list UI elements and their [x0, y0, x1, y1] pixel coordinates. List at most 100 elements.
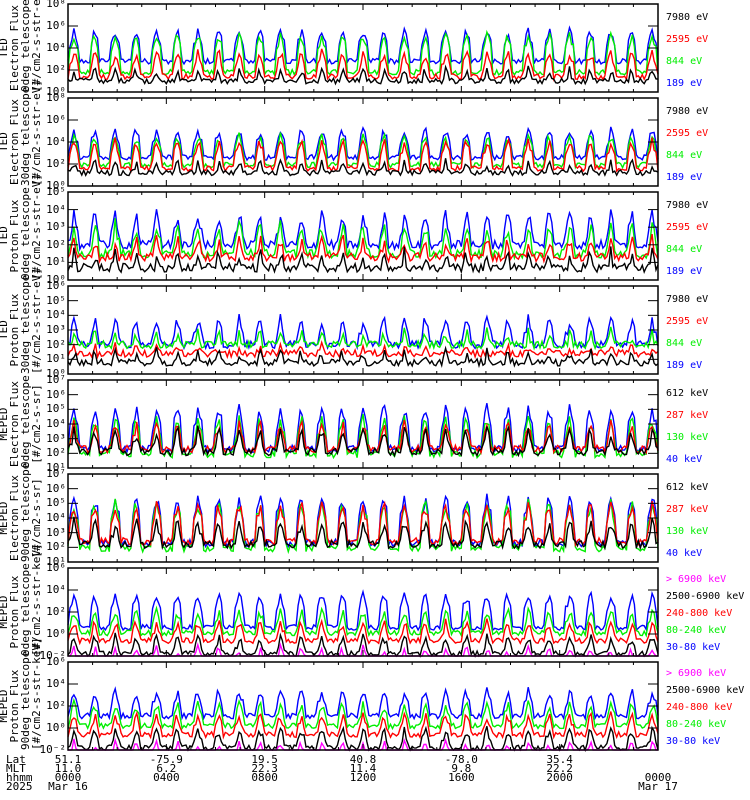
y-tick-label: 10²	[46, 446, 66, 460]
y-tick-label: 10⁵	[46, 496, 66, 510]
y-tick-label: 10⁻²	[39, 649, 67, 662]
y-tick-label: 10⁰	[46, 273, 66, 286]
footer-lat: -75.9	[149, 753, 183, 766]
y-tick-label: 10⁴	[46, 41, 66, 54]
y-tick-label: 10⁸	[46, 91, 66, 104]
legend-entry: 287 keV	[666, 504, 709, 515]
legend-entry: 844 eV	[666, 338, 703, 349]
footer-row-label: 2025	[6, 780, 33, 793]
y-tick-label: 10¹	[46, 352, 66, 366]
legend-entry: > 6900 keV	[666, 668, 727, 679]
panel-1	[67, 3, 659, 93]
legend-entry: 130 keV	[666, 526, 709, 537]
footer-mlt: 6.2	[156, 762, 177, 775]
footer-row-label: Lat	[6, 753, 26, 766]
y-tick-label: 10⁶	[46, 481, 66, 495]
y-tick-label: 10¹	[46, 255, 66, 269]
y-axis-label-line: [#/cm2-s-str-keV]	[30, 637, 43, 750]
footer-lat: 40.8	[349, 753, 377, 766]
legend-entry: 2595 eV	[666, 316, 709, 327]
panel-frame	[67, 473, 659, 563]
series-line-80-240-kev	[67, 697, 659, 731]
y-tick-label: 10¹	[46, 461, 66, 474]
legend-entry: 189 eV	[666, 266, 703, 277]
y-tick-label: 10³	[46, 431, 66, 445]
series-line-2595-ev	[67, 48, 659, 82]
legend-entry: 80-240 keV	[666, 719, 727, 730]
series-line-287-kev	[67, 500, 659, 548]
footer-row-label: hhmm	[6, 771, 33, 784]
y-tick-label: 10²	[46, 237, 66, 251]
footer-hhmm: 1200	[349, 771, 377, 784]
legend-entry: 612 keV	[666, 388, 709, 399]
y-tick-label: 10²	[46, 699, 66, 712]
y-tick-label: 10⁵	[46, 402, 66, 416]
panel-5	[67, 379, 659, 469]
series-line-844-ev	[67, 218, 659, 261]
series-line-612-kev	[67, 425, 659, 458]
series-line-30-80-kev	[67, 589, 659, 633]
series-line-189-ev	[67, 126, 659, 163]
y-axis-label-line: [#/cm2-s-str-eV]	[30, 0, 43, 92]
series-line-240-800-kev	[67, 710, 659, 740]
y-axis-label: MEPED Electron Flux 0deg telescope [#/cm2-s…	[0, 375, 43, 468]
footer-lat: 51.1	[54, 753, 82, 766]
y-tick-label: 10⁴	[46, 202, 66, 216]
series-line-7980-ev	[67, 246, 659, 275]
legend-entry: 844 eV	[666, 244, 703, 255]
y-tick-label: 10⁴	[46, 583, 66, 596]
panel-frame	[67, 567, 659, 657]
y-tick-label: 10⁰	[46, 627, 66, 640]
legend-entry: 80-240 keV	[666, 625, 727, 636]
y-tick-label: 10⁵	[46, 185, 66, 198]
legend-entry: 240-800 keV	[666, 702, 733, 713]
footer-hhmm: 0000	[54, 771, 82, 784]
y-axis-label: TED Proton Flux 30deg telescope [#/cm2-s-st…	[0, 268, 43, 374]
y-tick-label: 10⁶	[46, 655, 66, 668]
footer-mlt: 11.0	[54, 762, 82, 775]
footer-date: Mar 16	[48, 780, 88, 793]
footer-hhmm: 0800	[251, 771, 278, 784]
y-tick-label: 10⁵	[46, 293, 66, 307]
y-tick-label: 10²	[46, 540, 66, 554]
footer-date: Mar 17	[638, 780, 678, 793]
series-line-80-240-kev	[67, 605, 659, 638]
y-tick-label: 10⁶	[46, 561, 66, 574]
legend-entry: 287 keV	[666, 410, 709, 421]
y-tick-label: 10³	[46, 323, 66, 336]
footer-hhmm: 0000	[644, 771, 672, 784]
series-line-844-ev	[67, 29, 659, 78]
footer-mlt: 22.2	[546, 762, 573, 775]
footer-lat: 19.5	[251, 753, 278, 766]
y-tick-label: 10⁶	[46, 19, 66, 32]
y-axis-label: TED Electron Flux 30deg telescope [#/cm2-s-…	[0, 80, 43, 186]
y-axis-label-line: [#/cm2-s-sr]	[30, 384, 43, 464]
panel-3	[67, 191, 659, 281]
legend-entry: 612 keV	[666, 482, 709, 493]
series-line-844-ev	[67, 131, 659, 171]
y-tick-label: 10⁰	[46, 367, 66, 380]
y-tick-label: 10²	[46, 605, 66, 618]
y-tick-label: 10⁷	[46, 373, 66, 386]
y-axis-label-line: [#/cm2-s-str-eV]	[30, 174, 43, 280]
panel-6	[67, 473, 659, 563]
legend-entry: 130 keV	[666, 432, 709, 443]
y-tick-label: 10⁻²	[39, 743, 67, 756]
y-tick-label: 10⁶	[46, 279, 66, 292]
y-tick-label: 10⁴	[46, 417, 66, 430]
y-tick-label: 10²	[46, 63, 66, 76]
series-line-7980-ev	[67, 158, 659, 177]
legend-entry: 2595 eV	[666, 34, 709, 45]
series-line-240-800-kev	[67, 618, 659, 646]
y-tick-label: 10⁴	[46, 135, 66, 148]
footer-row-label: MLT	[6, 762, 26, 775]
legend-entry: 189 eV	[666, 172, 703, 183]
y-axis-label: MEPED Proton Flux 90deg telescope [#/cm2-s-…	[0, 637, 43, 750]
legend-entry: 40 keV	[666, 548, 703, 559]
panel-4	[67, 285, 659, 375]
y-axis-label: TED Proton Flux 0deg telescope [#/cm2-s-str…	[0, 174, 43, 280]
legend-entry: 844 eV	[666, 150, 703, 161]
footer-hhmm: 0400	[153, 771, 180, 784]
legend-entry: 40 keV	[666, 454, 703, 465]
